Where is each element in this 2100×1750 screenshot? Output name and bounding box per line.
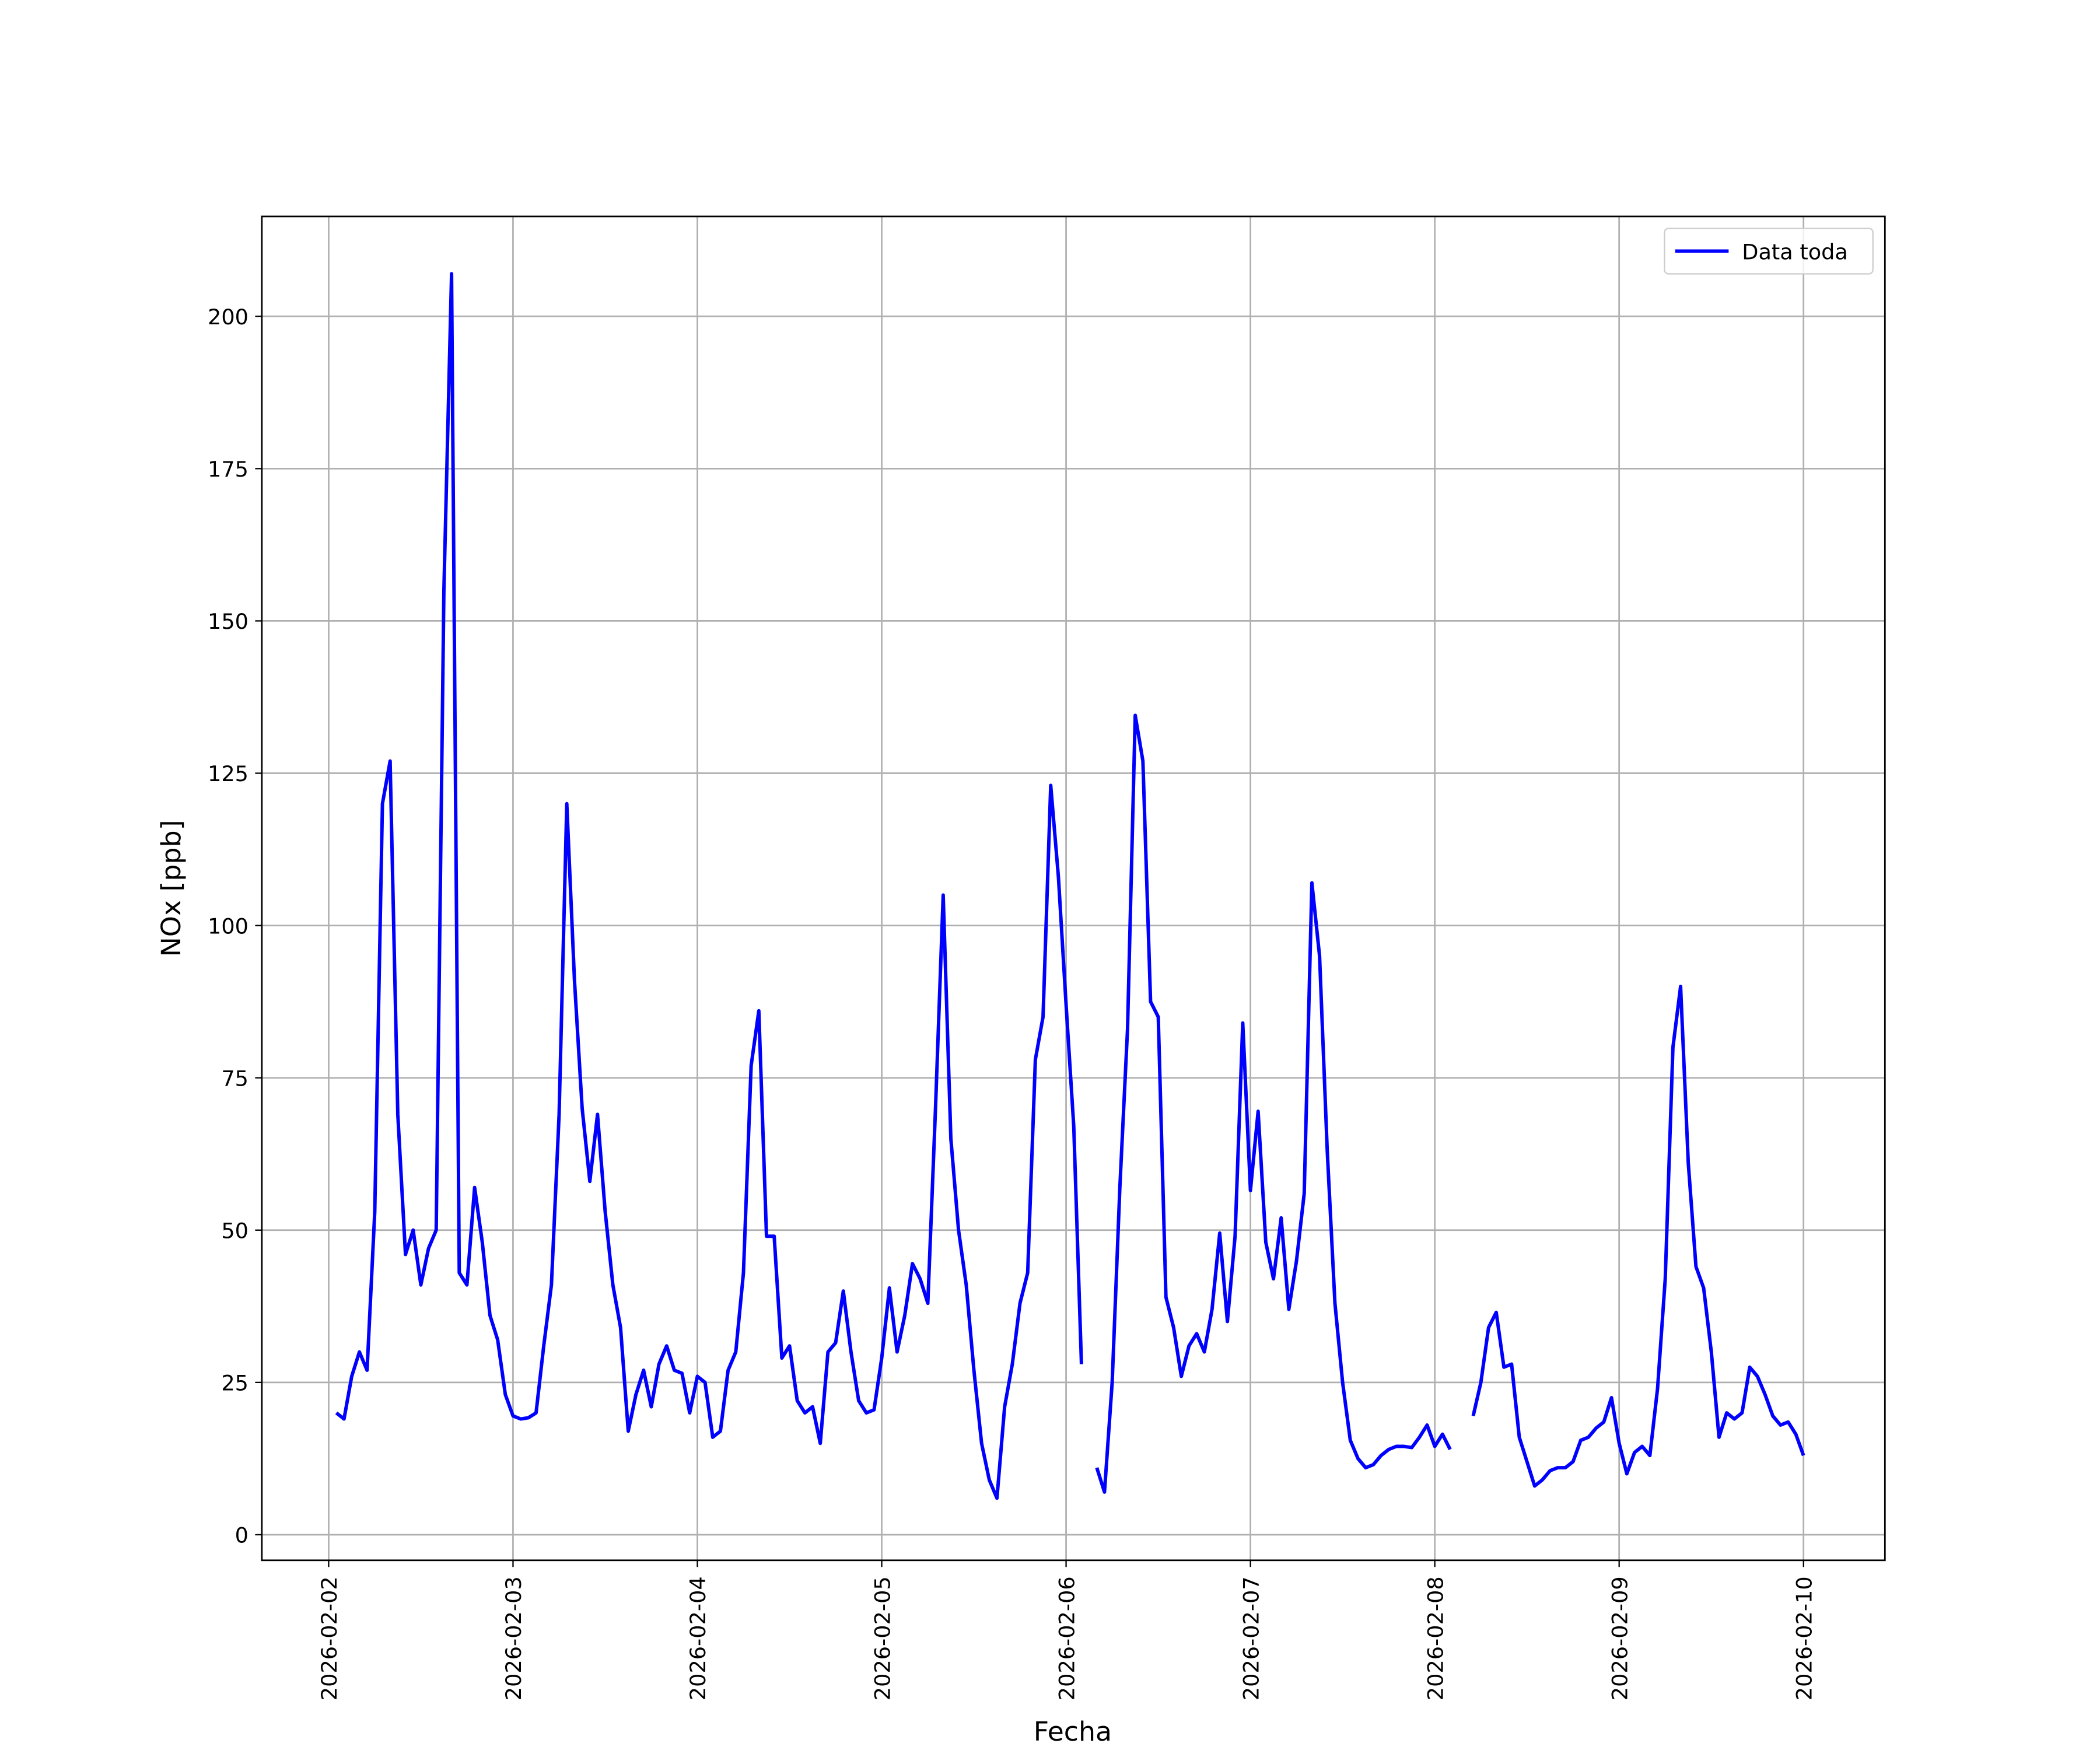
y-axis-label: NOx [ppb]: [155, 820, 187, 957]
x-axis-label: Fecha: [1034, 1716, 1112, 1747]
legend-box: [1664, 228, 1874, 275]
x-tick-label: 2026-02-03: [501, 1576, 526, 1700]
y-tick-label: 125: [208, 761, 249, 786]
x-tick-label: 2026-02-02: [317, 1576, 342, 1700]
x-tick-label: 2026-02-04: [685, 1576, 710, 1700]
legend-label: Data toda: [1742, 239, 1848, 264]
x-tick-label: 2026-02-09: [1607, 1576, 1632, 1700]
y-tick-label: 0: [235, 1523, 249, 1548]
plot-frame: [261, 215, 1886, 1562]
x-tick-label: 2026-02-08: [1423, 1576, 1448, 1700]
y-tick-label: 200: [208, 304, 249, 330]
y-tick-label: 75: [221, 1066, 249, 1091]
y-tick-label: 150: [208, 609, 249, 634]
y-tick-label: 175: [208, 457, 249, 482]
x-tick-label: 2026-02-06: [1054, 1576, 1079, 1700]
y-tick-label: 50: [221, 1219, 249, 1244]
y-tick-label: 25: [221, 1371, 249, 1396]
x-tick-label: 2026-02-07: [1238, 1576, 1264, 1700]
y-tick-label: 100: [208, 914, 249, 939]
x-tick-label: 2026-02-05: [870, 1576, 895, 1700]
x-tick-label: 2026-02-10: [1791, 1576, 1817, 1700]
data-line: [335, 272, 1805, 1500]
